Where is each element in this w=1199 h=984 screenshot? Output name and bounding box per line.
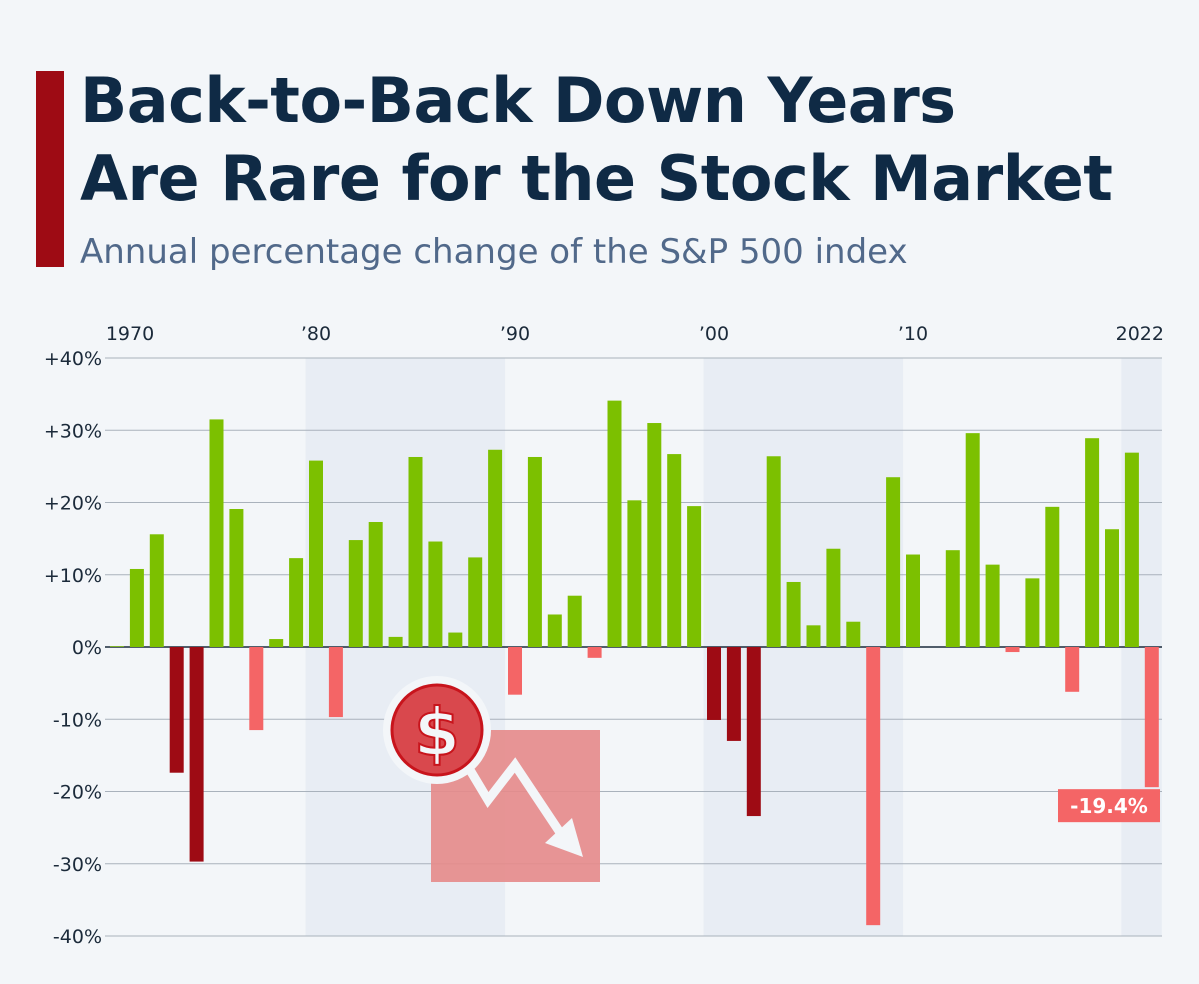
y-tick-label: +20% — [44, 493, 102, 515]
bar-2001 — [726, 647, 741, 741]
bar-1980 — [309, 460, 323, 647]
bar-1991 — [527, 456, 542, 647]
bar-2002 — [746, 647, 761, 817]
y-tick-label: +10% — [44, 565, 102, 587]
bar-2007 — [846, 621, 861, 647]
title-line-1: Back-to-Back Down Years — [80, 64, 956, 137]
down-arrow-icon — [466, 757, 569, 843]
bar-1973 — [169, 647, 184, 773]
bar-1970 — [110, 646, 124, 647]
bar-1994 — [587, 647, 602, 658]
annotation-box — [1058, 789, 1160, 823]
bar-2009 — [886, 477, 901, 647]
y-tick-label: -40% — [53, 926, 102, 948]
x-tick-label: 2022 — [1116, 323, 1164, 345]
dollar-coin-icon — [390, 683, 484, 777]
bar-1990 — [508, 647, 522, 695]
arrow-head-icon — [545, 818, 583, 857]
bar-1989 — [488, 449, 503, 647]
bar-1982 — [348, 540, 363, 647]
bar-2012 — [945, 550, 960, 647]
bar-1993 — [567, 595, 582, 647]
annotation-label: -19.4% — [1070, 794, 1148, 818]
bar-2020 — [1105, 529, 1119, 647]
bar-2013 — [965, 433, 980, 647]
chart-subtitle: Annual percentage change of the S&P 500 … — [80, 232, 908, 272]
y-tick-label: +30% — [44, 420, 102, 442]
y-tick-label: -30% — [53, 854, 102, 876]
bar-1975 — [209, 419, 224, 647]
bar-2005 — [806, 625, 821, 647]
x-tick-label: 1970 — [106, 323, 154, 345]
title-line-2: Are Rare for the Stock Market — [80, 142, 1113, 215]
bar-1985 — [408, 456, 423, 647]
dollar-sign-icon: $ — [414, 694, 460, 771]
bar-2021 — [1124, 452, 1139, 647]
bar-1997 — [647, 423, 662, 647]
y-tick-label: +40% — [44, 348, 102, 370]
bar-1996 — [627, 500, 642, 647]
bar-1987 — [448, 632, 463, 647]
bar-1995 — [607, 400, 622, 647]
bar-1992 — [547, 614, 562, 647]
bar-2022 — [1144, 647, 1159, 788]
bar-2008 — [866, 647, 881, 926]
dollar-falling-chart-icon: $ — [383, 676, 600, 882]
bar-1983 — [368, 522, 383, 647]
x-tick-label: ’80 — [301, 323, 331, 345]
bar-1986 — [428, 541, 443, 647]
x-tick-label: ’10 — [898, 323, 928, 345]
value-annotation: -19.4% — [1058, 789, 1160, 823]
bar-2017 — [1045, 506, 1060, 647]
bar-2004 — [786, 581, 801, 647]
y-tick-label: -10% — [53, 709, 102, 731]
bar-1977 — [249, 647, 264, 731]
title-accent-bar — [36, 71, 64, 267]
bar-2000 — [707, 647, 721, 720]
bar-1999 — [687, 506, 702, 647]
bar-1984 — [388, 636, 403, 647]
x-tick-label: ’90 — [500, 323, 530, 345]
bar-2010 — [906, 554, 920, 647]
bar-2014 — [985, 564, 1000, 647]
chart-title: Back-to-Back Down Years Are Rare for the… — [80, 62, 1113, 218]
bar-1971 — [129, 568, 144, 647]
bar-1988 — [468, 557, 483, 647]
bar-1972 — [149, 534, 164, 647]
y-tick-label: 0% — [72, 637, 102, 659]
bar-2016 — [1025, 578, 1040, 647]
bar-1976 — [229, 509, 244, 647]
bar-1981 — [328, 647, 343, 718]
bar-1979 — [289, 558, 304, 647]
bar-2019 — [1085, 438, 1100, 647]
bar-1998 — [667, 454, 682, 647]
bar-2006 — [826, 548, 841, 647]
bar-2015 — [1005, 647, 1020, 653]
x-tick-label: ’00 — [699, 323, 729, 345]
bar-2003 — [766, 456, 781, 647]
bar-1974 — [189, 647, 204, 862]
bar-2018 — [1065, 647, 1080, 692]
bar-1978 — [269, 639, 284, 647]
y-tick-label: -20% — [53, 782, 102, 804]
